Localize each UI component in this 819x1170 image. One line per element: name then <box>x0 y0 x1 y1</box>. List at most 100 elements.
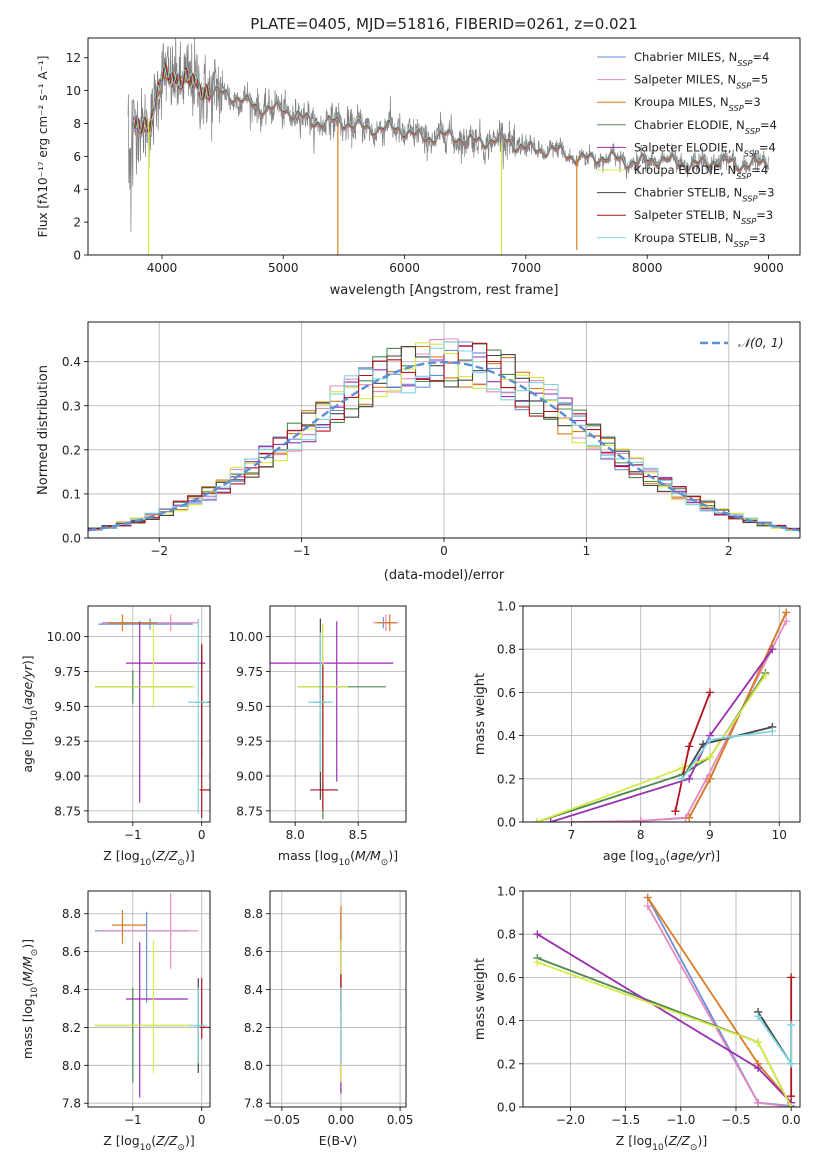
weight-line <box>536 933 792 1104</box>
errorbar-point-8 <box>307 632 333 772</box>
x-axis-label: Z [log10(Z/Z⊙)] <box>103 1133 194 1153</box>
x-axis-label-part: ⊙ <box>177 1143 185 1153</box>
weight-series-8 <box>754 1012 796 1068</box>
y-axis-label-part: )] <box>20 655 35 665</box>
legend-label-1-part: SSP <box>736 81 751 91</box>
x-axis-label: Z [log10(Z/Z⊙)] <box>103 848 194 868</box>
y-axis-label-part: ( <box>20 982 35 987</box>
axes: 4000 5000 6000 7000 8000 9000 0 2 4 6 8 10 12 <box>66 37 801 275</box>
weight-series-5 <box>533 958 796 1107</box>
legend-label-3-part: SSP <box>745 126 760 136</box>
y-tick-label: 7.8 <box>244 1097 263 1111</box>
plot-area <box>533 893 796 1107</box>
y-tick-label: 9.75 <box>236 665 263 679</box>
weight-line <box>646 897 792 1104</box>
x-tick-label: 0 <box>198 1113 206 1127</box>
y-tick-label: 0.6 <box>497 686 516 700</box>
errorbar-point-4 <box>125 621 206 803</box>
legend-label-5: Kroupa ELODIE, NSSP=4 <box>634 163 768 181</box>
y-tick-label: 8.4 <box>62 983 81 997</box>
x-tick-label: 9 <box>706 828 714 842</box>
weight-series-8 <box>678 727 777 783</box>
y-tick-label: 9.50 <box>54 700 81 714</box>
weight-marker <box>787 1092 796 1101</box>
y-tick-label: 10.00 <box>47 630 81 644</box>
y-tick-label: 0 <box>73 249 81 263</box>
axes: −2.0 −1.5 −1.0 −0.5 0.0 0.0 0.2 0.4 0.6 0.8 1.0 <box>497 885 801 1128</box>
y-tick-label: 1.0 <box>497 600 516 614</box>
errorbar-point-1 <box>101 892 199 969</box>
y-tick-label: 0.4 <box>497 1014 516 1028</box>
legend-label-4-part: =4 <box>759 140 776 154</box>
x-axis-label-part: Z [log <box>103 848 139 863</box>
x-axis-label-part: mass [log <box>278 848 339 863</box>
y-tick-label: 0.6 <box>497 971 516 985</box>
weight-line <box>550 648 774 822</box>
x-axis-label-part: )] <box>710 848 720 863</box>
grid <box>270 891 406 1107</box>
weight-marker <box>754 1012 763 1021</box>
y-tick-label: 8.75 <box>54 804 81 818</box>
x-tick-label: 9000 <box>753 261 784 275</box>
x-tick-label: 2 <box>725 544 733 558</box>
x-tick-label: 4000 <box>147 261 178 275</box>
legend-label-2: Kroupa MILES, NSSP=3 <box>634 95 761 113</box>
weight-marker <box>636 816 645 822</box>
weight-marker <box>643 902 652 911</box>
legend-label-8-part: Kroupa STELIB, N <box>634 231 734 245</box>
grid <box>523 605 800 823</box>
mass-vs-extinction-panel: −0.05 0.00 0.05 7.8 8.0 8.2 8.4 8.6 8.8 E(B-V) <box>244 890 414 1148</box>
y-tick-label: 9.00 <box>236 770 263 784</box>
y-tick-label: 9.25 <box>236 735 263 749</box>
weight-marker <box>546 818 555 822</box>
legend-label-5-part: SSP <box>736 171 751 181</box>
legend-label-2-part: SSP <box>729 103 744 113</box>
errorbar-point-2 <box>112 909 147 945</box>
x-tick-label: −1 <box>124 828 142 842</box>
x-tick-label: −1.5 <box>611 1113 640 1127</box>
legend-label-0-part: SSP <box>737 58 752 68</box>
x-tick-label: −1 <box>124 1113 142 1127</box>
y-tick-label: 0.3 <box>62 399 81 413</box>
y-tick-label: 8.6 <box>244 945 263 959</box>
errorbar-point-4 <box>270 621 394 782</box>
legend-label-6-part: =3 <box>757 186 774 200</box>
weight-marker <box>705 753 714 762</box>
y-axis-label-part: 10 <box>30 710 40 722</box>
plot-area <box>532 608 791 822</box>
x-axis-label: (data-model)/error <box>384 568 505 583</box>
y-tick-label: 8.0 <box>244 1059 263 1073</box>
y-tick-label: 0.4 <box>497 729 516 743</box>
y-tick-label: 9.25 <box>54 735 81 749</box>
x-tick-label: 7 <box>568 828 576 842</box>
grid <box>270 606 406 822</box>
y-tick-label: 9.50 <box>236 700 263 714</box>
y-tick-label: 0.2 <box>497 1057 516 1071</box>
y-axis-label-part: mass [log <box>20 998 35 1059</box>
axes: 7 8 9 10 0.0 0.2 0.4 0.6 0.8 1.0 <box>497 600 801 842</box>
axes-frame <box>87 890 211 1108</box>
y-axis-label-part: ( <box>20 705 35 710</box>
y-axis-label-part: M/M <box>20 956 35 982</box>
x-tick-label: 0.05 <box>387 1113 414 1127</box>
legend-label-0: Chabrier MILES, NSSP=4 <box>634 50 769 68</box>
y-tick-label: 0.1 <box>62 487 81 501</box>
plot-area <box>88 338 800 533</box>
weight-marker <box>782 617 791 626</box>
weight-line <box>757 1015 793 1067</box>
legend-label-0-part: Chabrier MILES, N <box>634 50 737 64</box>
y-tick-label: 9.75 <box>54 665 81 679</box>
y-tick-label: 8.8 <box>62 907 81 921</box>
weight-series-2 <box>643 893 796 1107</box>
errorbar-point-2 <box>108 614 157 632</box>
x-axis-label-part: Z [log <box>616 1133 652 1148</box>
y-axis-label: mass [log10(M/M⊙)] <box>20 939 40 1059</box>
x-tick-label: −2 <box>150 544 168 558</box>
weight-series-0 <box>636 608 791 822</box>
weight-marker <box>643 893 652 902</box>
plot-area <box>94 892 210 1098</box>
figure-title: PLATE=0405, MJD=51816, FIBERID=0261, z=0… <box>250 15 637 33</box>
x-tick-label: −2.0 <box>556 1113 585 1127</box>
weight-marker <box>754 1038 763 1047</box>
